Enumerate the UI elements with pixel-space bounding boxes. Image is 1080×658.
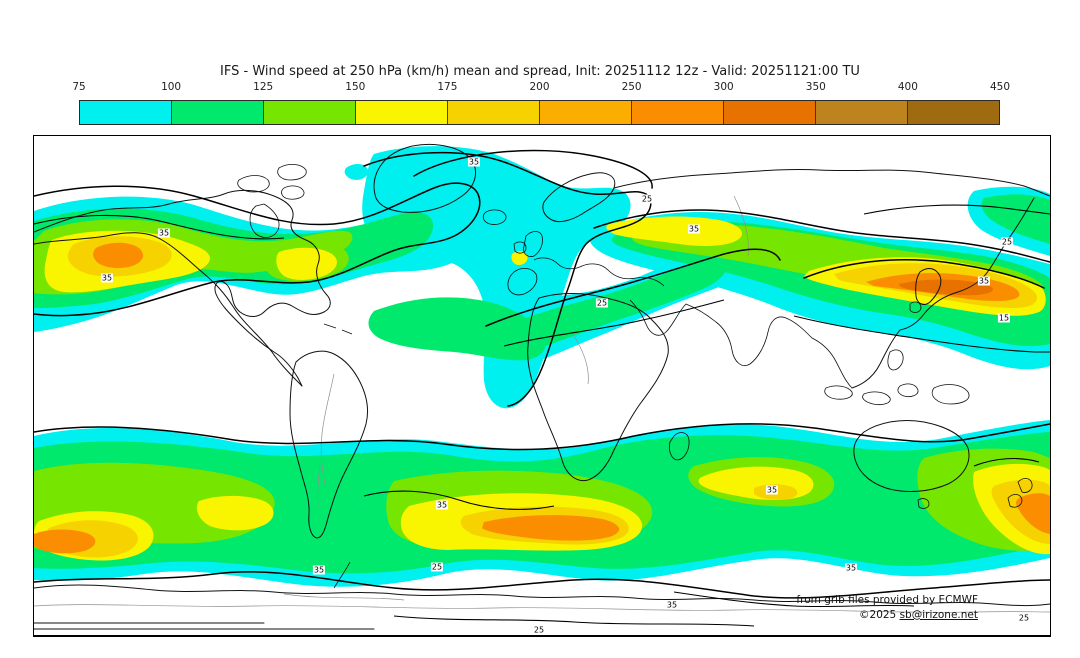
world-wind-map: 35 35 35 25 35 25 25 35 15 35 35 35 35 25 35 25 25 from … [33, 135, 1051, 637]
colorbar-segment [908, 101, 999, 124]
colorbar-segment [724, 101, 816, 124]
colorbar-tick: 300 [713, 81, 734, 93]
colorbar-segment [80, 101, 172, 124]
colorbar-tick: 150 [345, 81, 366, 93]
colorbar-segment [264, 101, 356, 124]
colorbar [79, 100, 1000, 125]
copyright-text: ©2025 [859, 609, 900, 621]
colorbar-tick: 200 [529, 81, 550, 93]
chart-title: IFS - Wind speed at 250 hPa (km/h) mean … [220, 64, 860, 79]
attribution-copyright: ©2025 sb@irizone.net [796, 609, 978, 621]
colorbar-tick: 75 [72, 81, 86, 93]
colorbar-segment [356, 101, 448, 124]
attribution-email-link[interactable]: sb@irizone.net [899, 609, 978, 621]
colorbar-tick: 250 [621, 81, 642, 93]
colorbar-tick-labels: 75 100 125 150 175 200 250 300 350 400 450 [72, 81, 1010, 94]
coastlines [34, 144, 1050, 630]
colorbar-segment [172, 101, 264, 124]
border-lines [34, 195, 1050, 613]
colorbar-tick: 450 [989, 81, 1011, 93]
spread-contours [34, 149, 1050, 627]
colorbar-tick: 125 [253, 81, 274, 93]
map-attribution: from grib files provided by ECMWF ©2025 … [796, 594, 978, 621]
colorbar-tick: 400 [897, 81, 918, 93]
colorbar-tick: 175 [437, 81, 458, 93]
colorbar-tick: 350 [805, 81, 826, 93]
wind-speed-fill-layer [34, 146, 1050, 587]
attribution-source: from grib files provided by ECMWF [796, 594, 978, 606]
map-canvas [34, 144, 1050, 630]
colorbar-segment [448, 101, 540, 124]
colorbar-tick: 100 [161, 81, 182, 93]
colorbar-segment [540, 101, 632, 124]
colorbar-segment [632, 101, 724, 124]
colorbar-segment [816, 101, 908, 124]
